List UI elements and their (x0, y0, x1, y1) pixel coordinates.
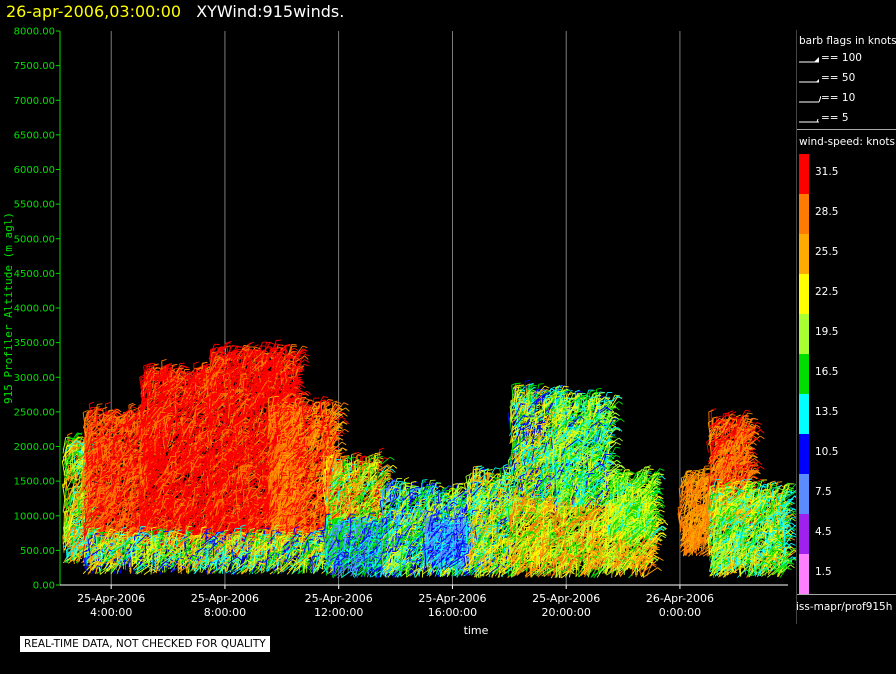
wind-barbs (62, 340, 796, 578)
plot-area: 25-Apr-20064:00:0025-Apr-20068:00:0025-A… (0, 0, 796, 674)
